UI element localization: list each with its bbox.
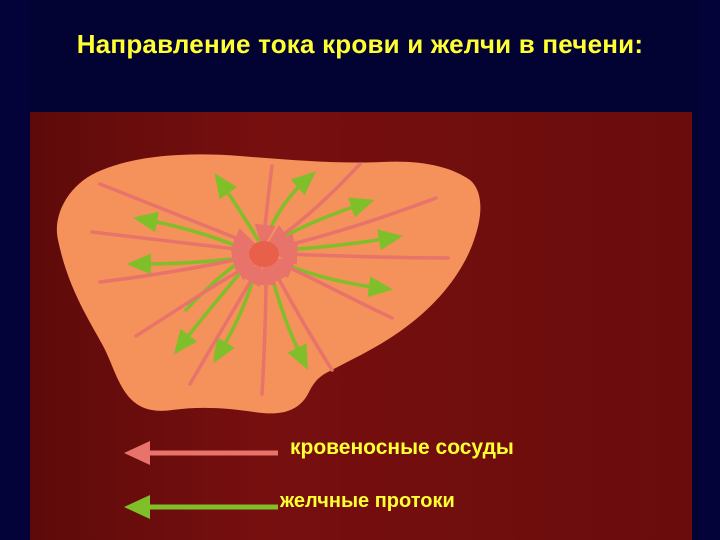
background-left-band (0, 0, 30, 540)
legend: кровеносные сосуды желчные протоки (90, 430, 670, 538)
diagram-panel: кровеносные сосуды желчные протоки (30, 112, 692, 540)
arrow-left-icon (120, 492, 280, 522)
arrow-left-icon (120, 438, 280, 468)
blood-vessel-group (90, 162, 450, 396)
liver-hilum (249, 241, 279, 267)
liver-diagram (40, 122, 500, 422)
legend-item-blood-vessels: кровеносные сосуды (90, 430, 670, 484)
legend-item-bile-ducts: желчные протоки (90, 484, 670, 538)
legend-label-blood-vessels: кровеносные сосуды (290, 436, 514, 459)
liver-svg (56, 154, 481, 414)
page-title: Направление тока крови и желчи в печени: (76, 29, 644, 59)
legend-label-bile-ducts: желчные протоки (280, 490, 455, 512)
background-right-band (698, 0, 720, 540)
